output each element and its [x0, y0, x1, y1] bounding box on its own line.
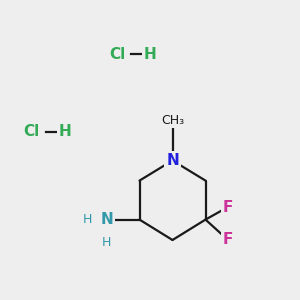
Text: N: N — [100, 212, 113, 227]
Text: Cl: Cl — [109, 46, 125, 62]
Text: Cl: Cl — [23, 124, 40, 140]
Text: F: F — [223, 232, 233, 247]
Text: CH₃: CH₃ — [161, 114, 184, 127]
Text: F: F — [223, 200, 233, 214]
Text: H: H — [58, 124, 71, 140]
Text: H: H — [82, 213, 92, 226]
Text: H: H — [102, 236, 111, 250]
Text: N: N — [166, 153, 179, 168]
Text: H: H — [144, 46, 156, 62]
